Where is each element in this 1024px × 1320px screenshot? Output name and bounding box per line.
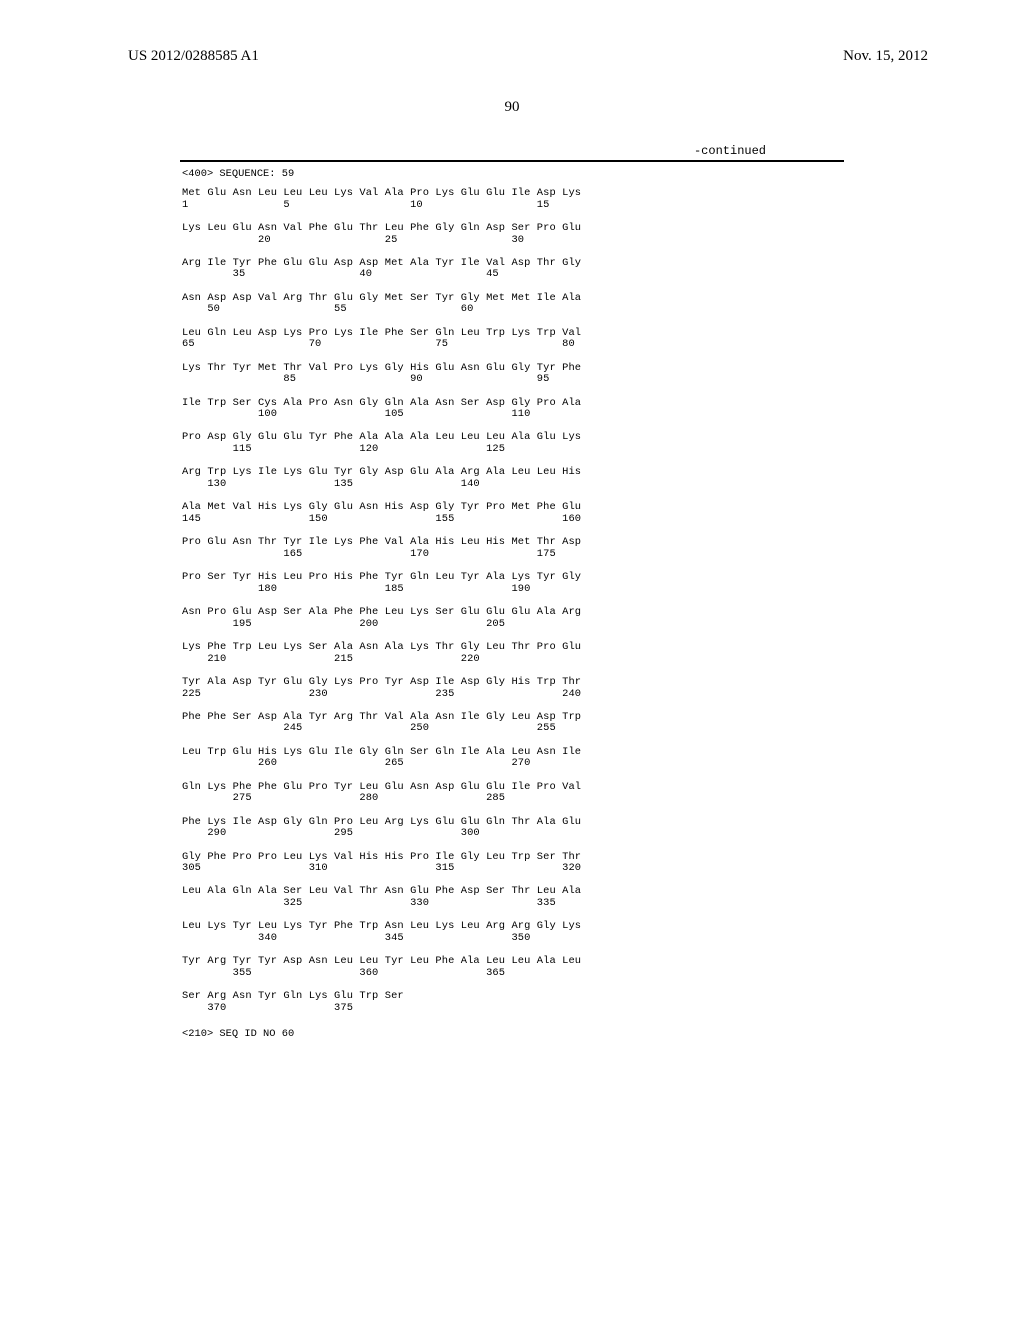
top-rule (180, 160, 844, 162)
sequence-header: <400> SEQUENCE: 59 (182, 168, 1024, 180)
page-header: US 2012/0288585 A1 Nov. 15, 2012 (0, 0, 1024, 65)
continued-label: -continued (0, 144, 1024, 158)
sequence-listing: Met Glu Asn Leu Leu Leu Lys Val Ala Pro … (182, 188, 1024, 1014)
page-number: 90 (0, 99, 1024, 116)
publication-date: Nov. 15, 2012 (843, 48, 928, 65)
sequence-footer: <210> SEQ ID NO 60 (182, 1028, 1024, 1040)
publication-number: US 2012/0288585 A1 (128, 48, 259, 65)
